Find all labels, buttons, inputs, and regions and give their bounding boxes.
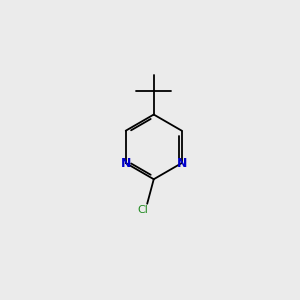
Text: Cl: Cl [138, 205, 148, 215]
Text: N: N [121, 157, 131, 169]
Text: N: N [177, 157, 187, 169]
